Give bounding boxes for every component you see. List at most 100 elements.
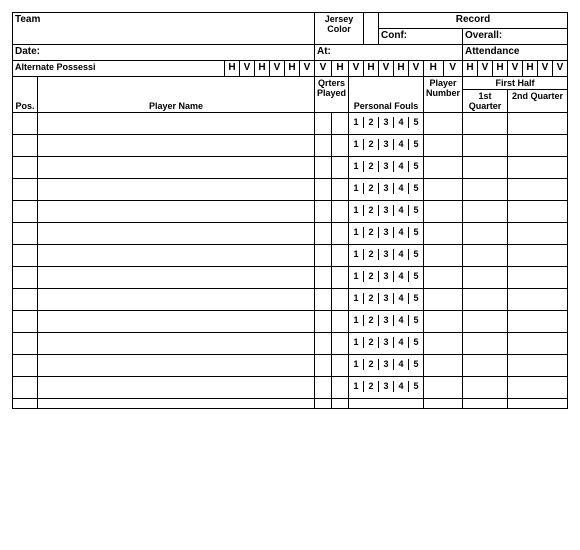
q2-cell[interactable] (508, 355, 568, 377)
qtr-cell[interactable] (331, 135, 348, 157)
fouls-cell[interactable]: 12345 (349, 135, 424, 157)
q2-cell[interactable] (508, 223, 568, 245)
qtr-cell[interactable] (331, 201, 348, 223)
pos-cell[interactable] (13, 135, 38, 157)
fouls-cell[interactable]: 12345 (349, 267, 424, 289)
player-name-cell[interactable] (38, 157, 315, 179)
q2-cell[interactable] (508, 135, 568, 157)
attendance-cell[interactable]: Attendance (463, 45, 568, 61)
player-num-cell[interactable] (424, 377, 463, 399)
qtr-cell[interactable] (331, 179, 348, 201)
qtr-cell[interactable] (314, 377, 331, 399)
date-cell[interactable]: Date: (13, 45, 315, 61)
q2-cell[interactable] (508, 245, 568, 267)
player-name-cell[interactable] (38, 355, 315, 377)
conf-cell[interactable]: Conf: (379, 29, 463, 45)
player-num-cell[interactable] (424, 135, 463, 157)
player-name-cell[interactable] (38, 333, 315, 355)
pos-cell[interactable] (13, 289, 38, 311)
q2-cell[interactable] (508, 333, 568, 355)
player-num-cell[interactable] (424, 333, 463, 355)
q1-cell[interactable] (463, 157, 508, 179)
qtr-cell[interactable] (314, 355, 331, 377)
q2-cell[interactable] (508, 377, 568, 399)
team-cell[interactable]: Team (13, 13, 315, 45)
player-num-cell[interactable] (424, 311, 463, 333)
pos-cell[interactable] (13, 377, 38, 399)
q1-cell[interactable] (463, 311, 508, 333)
player-num-cell[interactable] (424, 267, 463, 289)
player-name-cell[interactable] (38, 311, 315, 333)
fouls-cell[interactable]: 12345 (349, 113, 424, 135)
player-name-cell[interactable] (38, 135, 315, 157)
fouls-cell[interactable]: 12345 (349, 311, 424, 333)
player-name-cell[interactable] (38, 223, 315, 245)
pos-cell[interactable] (13, 179, 38, 201)
jersey-color-cell[interactable]: Jersey Color (314, 13, 363, 45)
at-cell[interactable]: At: (314, 45, 462, 61)
q1-cell[interactable] (463, 223, 508, 245)
qtr-cell[interactable] (314, 179, 331, 201)
q1-cell[interactable] (463, 355, 508, 377)
fouls-cell[interactable]: 12345 (349, 377, 424, 399)
q1-cell[interactable] (463, 377, 508, 399)
q1-cell[interactable] (463, 179, 508, 201)
qtr-cell[interactable] (314, 135, 331, 157)
player-num-cell[interactable] (424, 179, 463, 201)
player-name-cell[interactable] (38, 113, 315, 135)
qtr-cell[interactable] (331, 289, 348, 311)
q2-cell[interactable] (508, 113, 568, 135)
overall-cell[interactable]: Overall: (463, 29, 568, 45)
q2-cell[interactable] (508, 311, 568, 333)
pos-cell[interactable] (13, 355, 38, 377)
jersey-color-value[interactable] (364, 13, 379, 45)
player-num-cell[interactable] (424, 223, 463, 245)
qtr-cell[interactable] (314, 157, 331, 179)
fouls-cell[interactable]: 12345 (349, 201, 424, 223)
qtr-cell[interactable] (314, 333, 331, 355)
pos-cell[interactable] (13, 267, 38, 289)
qtr-cell[interactable] (331, 157, 348, 179)
qtr-cell[interactable] (314, 201, 331, 223)
q1-cell[interactable] (463, 333, 508, 355)
player-num-cell[interactable] (424, 355, 463, 377)
qtr-cell[interactable] (331, 245, 348, 267)
qtr-cell[interactable] (331, 267, 348, 289)
q2-cell[interactable] (508, 289, 568, 311)
qtr-cell[interactable] (314, 113, 331, 135)
player-name-cell[interactable] (38, 377, 315, 399)
pos-cell[interactable] (13, 311, 38, 333)
player-name-cell[interactable] (38, 245, 315, 267)
player-name-cell[interactable] (38, 179, 315, 201)
player-name-cell[interactable] (38, 289, 315, 311)
fouls-cell[interactable]: 12345 (349, 333, 424, 355)
qtr-cell[interactable] (314, 311, 331, 333)
fouls-cell[interactable]: 12345 (349, 245, 424, 267)
q1-cell[interactable] (463, 245, 508, 267)
fouls-cell[interactable]: 12345 (349, 289, 424, 311)
q2-cell[interactable] (508, 179, 568, 201)
pos-cell[interactable] (13, 245, 38, 267)
qtr-cell[interactable] (331, 333, 348, 355)
pos-cell[interactable] (13, 201, 38, 223)
player-num-cell[interactable] (424, 289, 463, 311)
player-num-cell[interactable] (424, 201, 463, 223)
qtr-cell[interactable] (331, 223, 348, 245)
fouls-cell[interactable]: 12345 (349, 355, 424, 377)
player-num-cell[interactable] (424, 113, 463, 135)
q1-cell[interactable] (463, 135, 508, 157)
qtr-cell[interactable] (331, 355, 348, 377)
qtr-cell[interactable] (314, 245, 331, 267)
fouls-cell[interactable]: 12345 (349, 179, 424, 201)
q2-cell[interactable] (508, 201, 568, 223)
player-num-cell[interactable] (424, 245, 463, 267)
fouls-cell[interactable]: 12345 (349, 157, 424, 179)
q1-cell[interactable] (463, 113, 508, 135)
q2-cell[interactable] (508, 157, 568, 179)
player-num-cell[interactable] (424, 157, 463, 179)
qtr-cell[interactable] (314, 267, 331, 289)
fouls-cell[interactable]: 12345 (349, 223, 424, 245)
pos-cell[interactable] (13, 223, 38, 245)
pos-cell[interactable] (13, 113, 38, 135)
player-name-cell[interactable] (38, 201, 315, 223)
